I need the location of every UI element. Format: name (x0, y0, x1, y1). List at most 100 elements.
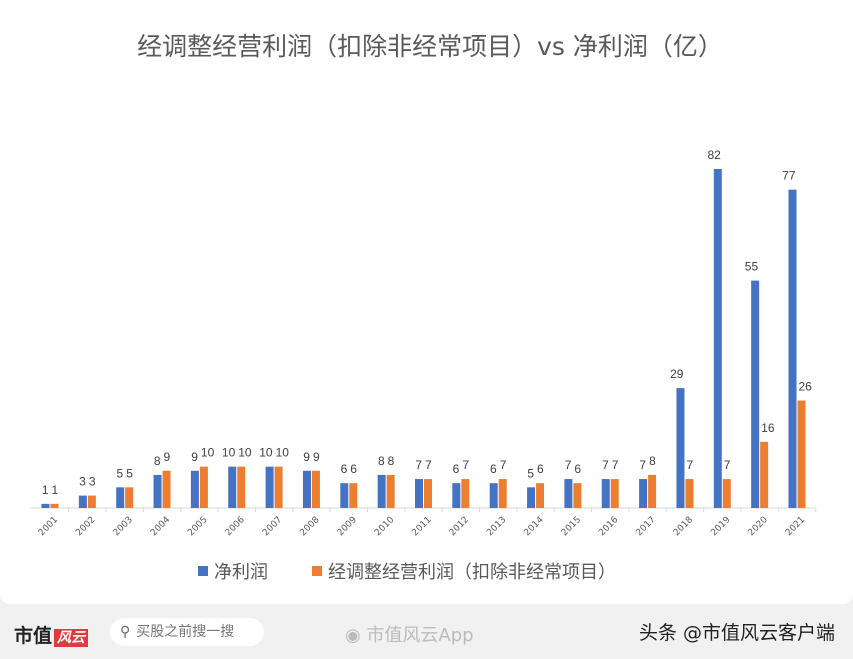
bar (302, 470, 311, 508)
bar (386, 474, 395, 508)
legend-label: 经调整经营利润（扣除非经常项目） (328, 562, 616, 583)
bar (676, 388, 685, 508)
data-label: 55 (745, 260, 759, 274)
data-label: 7 (639, 458, 646, 472)
bar (527, 487, 536, 508)
data-label: 7 (686, 458, 693, 472)
data-label: 5 (126, 466, 133, 480)
bar (78, 495, 87, 508)
bar (190, 470, 199, 508)
bar (274, 466, 283, 508)
bar (265, 466, 274, 508)
bar (237, 466, 246, 508)
data-label: 8 (378, 454, 385, 468)
data-label: 7 (415, 458, 422, 472)
x-tick-label: 2011 (410, 515, 433, 538)
data-label: 10 (276, 446, 290, 460)
data-label: 1 (42, 483, 49, 497)
bar (424, 479, 432, 508)
x-tick-label: 2018 (672, 515, 695, 538)
x-tick-label: 2008 (298, 515, 321, 538)
bar (228, 466, 237, 508)
chart-card: 经调整经营利润（扣除非经常项目）vs 净利润（亿） 2001 1 1 2002 3 3 20… (0, 0, 853, 604)
x-tick-label: 2010 (373, 515, 396, 538)
x-tick-label: 2015 (560, 515, 583, 538)
bar (349, 483, 358, 508)
bar (564, 479, 573, 508)
search-icon: ⚲ (120, 624, 131, 640)
x-tick-label: 2019 (709, 515, 732, 538)
data-label: 6 (453, 462, 460, 476)
x-tick-label: 2020 (747, 515, 770, 538)
data-label: 7 (462, 458, 469, 472)
legend-label: 净利润 (214, 562, 268, 583)
data-label: 10 (222, 446, 236, 460)
data-label: 6 (341, 462, 348, 476)
bar (639, 479, 648, 508)
data-label: 6 (350, 462, 357, 476)
data-label: 77 (782, 169, 796, 183)
bar (760, 441, 769, 508)
data-label: 1 (52, 483, 59, 497)
x-tick-label: 2002 (74, 515, 97, 538)
data-label: 10 (259, 446, 273, 460)
bar (722, 479, 731, 508)
data-label: 7 (612, 458, 619, 472)
x-tick-label: 2003 (112, 515, 135, 538)
data-label: 9 (303, 450, 310, 464)
x-tick-label: 2004 (149, 515, 172, 538)
legend-swatch (312, 566, 322, 576)
data-label: 10 (238, 446, 252, 460)
bar (87, 495, 96, 508)
data-label: 6 (574, 462, 581, 476)
bar (162, 470, 171, 508)
bar (41, 503, 50, 508)
x-tick-label: 2005 (186, 515, 209, 538)
toutiao-handle: 头条 @市值风云客户端 (638, 622, 835, 644)
data-label: 7 (724, 458, 731, 472)
footer: 市值 风云 ⚲ 买股之前搜一搜 ◉ 市值风云App 头条 @市值风云客户端 (0, 604, 853, 659)
bar (788, 189, 797, 509)
bar (153, 474, 162, 508)
data-label: 82 (707, 148, 721, 162)
bar (751, 280, 760, 508)
x-tick-label: 2001 (37, 515, 60, 538)
bar (461, 479, 470, 508)
bar (452, 483, 461, 508)
bar (340, 483, 349, 508)
data-label: 6 (537, 462, 544, 476)
bar (536, 483, 545, 508)
x-tick-label: 2017 (635, 515, 658, 538)
chart-title: 经调整经营利润（扣除非经常项目）vs 净利润（亿） (137, 32, 723, 61)
data-label: 7 (425, 458, 432, 472)
data-label: 7 (565, 458, 572, 472)
x-tick-label: 2006 (224, 515, 247, 538)
x-tick-label: 2009 (336, 515, 359, 538)
legend-swatch (198, 566, 208, 576)
data-label: 7 (602, 458, 609, 472)
weibo-watermark: ◉ 市值风云App (345, 625, 474, 646)
x-tick-label: 2012 (448, 515, 471, 538)
data-label: 26 (799, 380, 813, 394)
x-tick-label: 2013 (485, 515, 508, 538)
bar (601, 479, 610, 508)
data-label: 16 (761, 421, 775, 435)
data-label: 8 (649, 454, 656, 468)
bar (797, 400, 806, 508)
data-label: 8 (154, 454, 161, 468)
data-label: 3 (89, 475, 96, 489)
data-label: 8 (388, 454, 395, 468)
data-label: 6 (490, 462, 497, 476)
data-label: 7 (500, 458, 507, 472)
bar (713, 169, 722, 508)
bar (498, 479, 507, 508)
bar (116, 487, 125, 508)
data-label: 5 (527, 466, 534, 480)
search-box[interactable]: ⚲ 买股之前搜一搜 (110, 618, 264, 646)
data-label: 9 (313, 450, 320, 464)
bar (125, 487, 134, 508)
bar (377, 474, 386, 508)
bar (311, 470, 320, 508)
data-label: 9 (164, 450, 171, 464)
